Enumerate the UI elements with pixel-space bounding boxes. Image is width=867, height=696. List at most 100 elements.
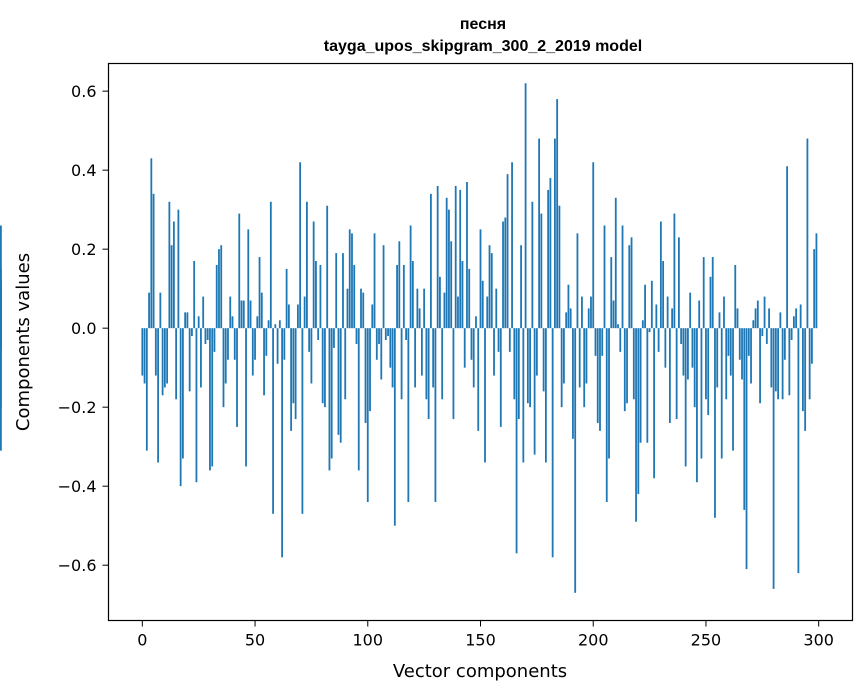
bar <box>396 264 398 329</box>
bar <box>461 261 464 329</box>
bar <box>799 304 802 329</box>
bar <box>411 261 414 329</box>
bar <box>348 229 351 329</box>
bar <box>281 328 283 558</box>
bar <box>445 197 448 329</box>
bar <box>285 268 288 329</box>
bar <box>716 328 719 388</box>
bar <box>551 328 554 558</box>
bar <box>790 328 793 341</box>
bar <box>211 328 214 467</box>
bar <box>601 328 604 356</box>
bar <box>623 328 626 412</box>
bar <box>222 328 225 408</box>
bar <box>292 328 295 404</box>
bar <box>184 312 187 329</box>
bar <box>166 328 169 384</box>
bar <box>206 328 209 341</box>
bar <box>470 328 473 360</box>
bar <box>0 328 2 408</box>
bar <box>224 328 227 384</box>
y-tick-label: −0.2 <box>58 398 97 417</box>
bar <box>209 328 211 471</box>
bar <box>272 328 274 514</box>
bar <box>592 162 595 329</box>
bar <box>718 312 721 329</box>
bar <box>599 328 601 431</box>
bar <box>673 213 676 329</box>
bar <box>238 213 241 329</box>
bar <box>274 324 277 329</box>
bar <box>344 328 347 400</box>
bar <box>351 233 353 329</box>
bar <box>493 328 495 376</box>
x-tick-label: 300 <box>803 631 834 650</box>
bar <box>324 328 326 408</box>
bar <box>457 296 459 329</box>
bar <box>481 280 484 329</box>
bar <box>542 328 545 392</box>
x-axis-label: Vector components <box>393 661 567 682</box>
bar <box>177 209 180 329</box>
bar <box>200 328 202 388</box>
bar <box>452 328 455 420</box>
bar <box>400 328 403 400</box>
bar <box>472 328 475 388</box>
bar <box>364 328 367 423</box>
x-tick-label: 50 <box>245 631 265 650</box>
bar <box>278 320 281 329</box>
bar <box>515 328 518 554</box>
bar <box>770 328 773 388</box>
bar <box>655 304 658 329</box>
bar <box>306 201 308 329</box>
bar <box>777 328 779 400</box>
bar <box>630 237 633 329</box>
bar <box>475 316 477 329</box>
bar <box>554 138 556 329</box>
bar <box>193 261 196 329</box>
bar <box>815 233 818 329</box>
bar <box>333 328 335 348</box>
bar <box>301 328 304 514</box>
bar <box>738 328 741 360</box>
bar <box>141 328 144 376</box>
bar <box>772 328 775 589</box>
bar <box>195 328 198 483</box>
bar <box>563 328 565 384</box>
plot-frame <box>107 62 854 622</box>
bar <box>684 328 687 467</box>
bar <box>312 221 315 329</box>
bar <box>714 328 716 518</box>
bar <box>754 308 757 329</box>
bar <box>792 316 795 329</box>
bar <box>774 328 777 392</box>
bar <box>148 292 150 329</box>
bar <box>511 162 513 329</box>
bar <box>734 264 737 329</box>
bar <box>360 288 362 329</box>
bar <box>797 328 800 574</box>
bar <box>572 328 574 439</box>
bar <box>556 99 559 329</box>
y-tick-label: −0.4 <box>58 477 97 496</box>
bar <box>698 300 701 329</box>
bar <box>725 328 728 400</box>
bar <box>675 328 678 420</box>
bar <box>168 201 171 329</box>
bar <box>635 328 637 522</box>
x-tick-label: 200 <box>578 631 609 650</box>
bar <box>249 300 252 329</box>
bar <box>750 328 752 384</box>
bar <box>229 296 232 329</box>
bar <box>296 304 299 329</box>
bar <box>495 288 498 329</box>
bar <box>191 328 193 337</box>
bar <box>402 264 405 329</box>
bar <box>231 316 234 329</box>
bar <box>269 201 272 329</box>
bar <box>172 221 175 329</box>
bar <box>569 308 572 329</box>
bar <box>233 328 236 360</box>
bar <box>729 328 732 376</box>
bar <box>657 328 660 352</box>
